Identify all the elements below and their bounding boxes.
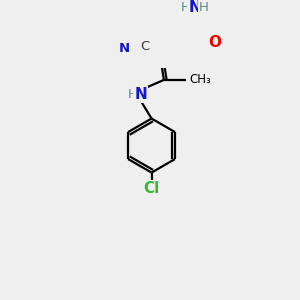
Text: H: H (127, 88, 137, 101)
Text: Cl: Cl (143, 181, 160, 196)
Text: O: O (208, 35, 221, 50)
Text: N: N (119, 42, 130, 55)
Text: H: H (181, 1, 190, 14)
Text: CH₃: CH₃ (189, 74, 211, 86)
Text: H: H (199, 1, 209, 14)
Text: C: C (141, 40, 150, 53)
Text: N: N (134, 87, 147, 102)
Text: N: N (188, 0, 201, 15)
